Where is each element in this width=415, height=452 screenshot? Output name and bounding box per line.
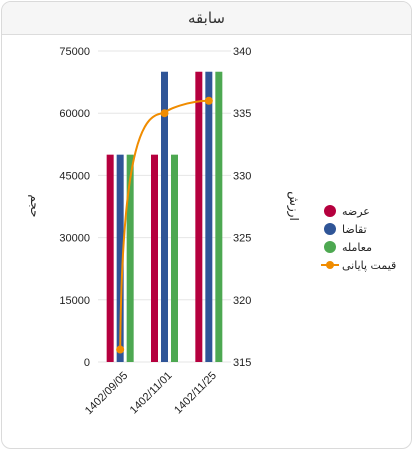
bar	[126, 154, 134, 362]
legend-marker-icon	[326, 261, 334, 269]
legend-marker-icon	[324, 205, 336, 217]
legend-label: عرضه	[342, 205, 370, 218]
bar	[205, 71, 213, 362]
right-tick-label: 335	[233, 108, 251, 120]
legend-label: قیمت پایانی	[342, 259, 396, 272]
bar	[151, 154, 158, 362]
right-axis-ticks: 315 320 325 330 335 340	[233, 46, 251, 369]
legend-label: معامله	[342, 241, 372, 254]
left-axis-ticks: 0 15000 30000 45000 60000 75000	[59, 46, 90, 369]
bar	[195, 71, 203, 362]
legend-marker-icon	[324, 223, 336, 235]
price-point	[160, 109, 169, 118]
bar	[171, 154, 178, 362]
price-point	[204, 96, 213, 105]
right-tick-label: 330	[233, 170, 251, 182]
x-tick-label: 1402/09/05	[83, 370, 130, 417]
card-title: سابقه	[2, 2, 411, 35]
left-tick-label: 0	[84, 357, 90, 369]
price-line	[116, 96, 213, 354]
bars	[106, 71, 223, 362]
right-tick-label: 340	[233, 46, 251, 58]
x-tick-label: 1402/11/25	[172, 370, 219, 417]
legend-label: تقاضا	[342, 223, 367, 236]
legend-marker-icon	[324, 241, 336, 253]
left-axis-title: حجم	[28, 194, 42, 217]
bar	[106, 154, 114, 362]
right-tick-label: 325	[233, 233, 251, 245]
left-tick-label: 15000	[59, 295, 90, 307]
price-line-path	[119, 99, 209, 350]
right-tick-label: 320	[233, 295, 251, 307]
bar	[161, 71, 168, 362]
right-axis-title: ارزش	[286, 191, 301, 221]
bar	[116, 154, 124, 362]
bar	[215, 71, 223, 362]
price-point	[116, 345, 125, 354]
x-tick-label: 1402/11/01	[128, 370, 175, 417]
legend: عرضه تقاضا معامله قیمت پایانی	[321, 205, 396, 272]
left-tick-label: 75000	[59, 46, 90, 58]
right-tick-label: 315	[233, 357, 251, 369]
left-tick-label: 60000	[59, 108, 90, 120]
left-tick-label: 45000	[59, 170, 90, 182]
left-tick-label: 30000	[59, 233, 90, 245]
